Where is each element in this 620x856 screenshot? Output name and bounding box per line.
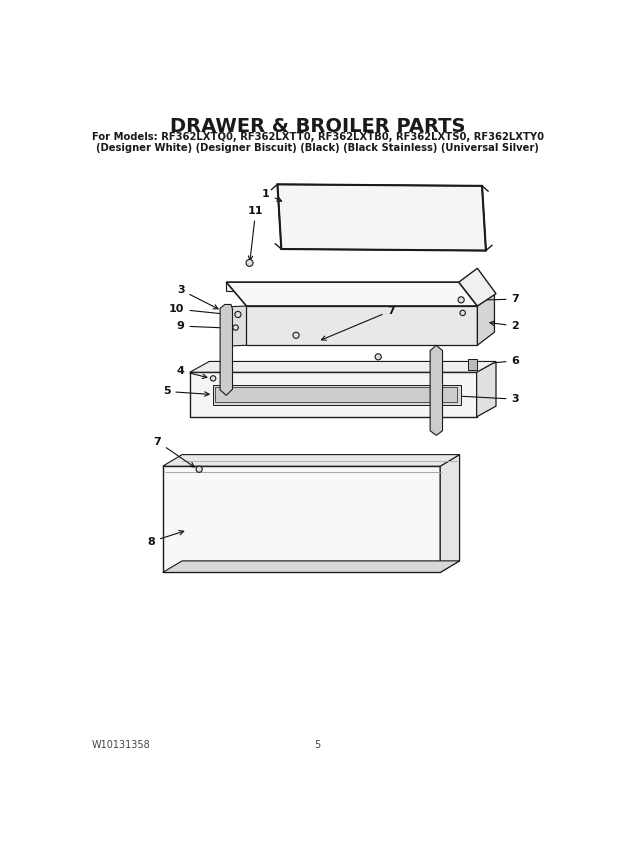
Polygon shape — [190, 361, 496, 372]
Text: 7: 7 — [321, 306, 396, 340]
Circle shape — [233, 325, 238, 330]
Text: 3: 3 — [448, 394, 519, 404]
Polygon shape — [468, 360, 477, 370]
Text: 7: 7 — [153, 437, 194, 467]
Circle shape — [210, 376, 216, 381]
Text: 8: 8 — [148, 531, 184, 547]
Text: 9: 9 — [177, 321, 230, 331]
Polygon shape — [226, 282, 477, 306]
Text: W10131358: W10131358 — [92, 740, 150, 750]
Text: (Designer White) (Designer Biscuit) (Black) (Black Stainless) (Universal Silver): (Designer White) (Designer Biscuit) (Bla… — [96, 143, 539, 152]
Polygon shape — [229, 306, 247, 346]
Text: 4: 4 — [177, 366, 207, 378]
Text: 1: 1 — [262, 188, 281, 201]
Polygon shape — [278, 184, 486, 251]
Polygon shape — [440, 455, 459, 573]
Circle shape — [375, 354, 381, 360]
Polygon shape — [162, 455, 459, 467]
Circle shape — [235, 312, 241, 318]
Polygon shape — [430, 345, 443, 436]
Text: For Models: RF362LXTQ0, RF362LXTT0, RF362LXTB0, RF362LXTS0, RF362LXTY0: For Models: RF362LXTQ0, RF362LXTT0, RF36… — [92, 132, 544, 142]
Polygon shape — [162, 561, 459, 573]
Polygon shape — [477, 293, 495, 345]
Circle shape — [246, 259, 253, 266]
Polygon shape — [190, 372, 477, 417]
Text: 6: 6 — [481, 356, 520, 366]
Text: DRAWER & BROILER PARTS: DRAWER & BROILER PARTS — [170, 116, 466, 135]
Text: 7: 7 — [467, 294, 520, 304]
Polygon shape — [162, 467, 440, 573]
Polygon shape — [236, 289, 469, 311]
Text: 10: 10 — [169, 304, 232, 317]
Polygon shape — [247, 306, 477, 345]
Circle shape — [293, 332, 299, 338]
Circle shape — [458, 297, 464, 303]
Text: 5: 5 — [314, 740, 321, 750]
Polygon shape — [220, 305, 232, 395]
Polygon shape — [216, 387, 458, 402]
Text: 2: 2 — [490, 321, 520, 331]
Polygon shape — [213, 384, 461, 405]
Polygon shape — [226, 282, 459, 291]
Circle shape — [460, 310, 466, 316]
Circle shape — [196, 467, 202, 473]
Polygon shape — [459, 268, 496, 306]
Text: 11: 11 — [248, 205, 264, 260]
Text: 5: 5 — [163, 386, 209, 396]
Text: 3: 3 — [177, 285, 218, 309]
Polygon shape — [477, 361, 496, 417]
